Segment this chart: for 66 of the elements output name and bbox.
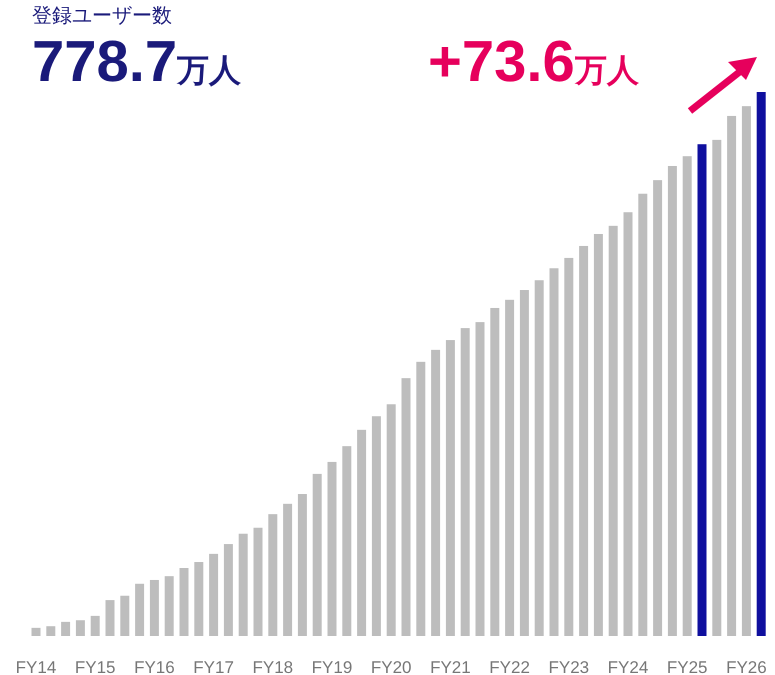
bar (756, 92, 766, 636)
bar (490, 308, 500, 636)
x-tick-label: FY15 (74, 658, 116, 675)
chart-title: 登録ユーザー数 (32, 5, 172, 27)
bar (180, 568, 188, 636)
bar (357, 430, 366, 636)
bar (564, 258, 574, 636)
bar (386, 404, 396, 636)
annotation: 778.7万人 (32, 29, 242, 94)
bar (106, 600, 114, 636)
bar (460, 328, 470, 636)
x-tick-label: FY23 (548, 658, 590, 675)
bar (416, 362, 426, 636)
bar (653, 180, 662, 636)
bar (194, 562, 204, 636)
bar (312, 474, 322, 636)
bar (328, 462, 336, 636)
bar (209, 554, 218, 636)
bar (120, 596, 130, 636)
bar (624, 212, 632, 636)
x-tick-label: FY26 (726, 658, 767, 675)
annotation: +73.6万人 (428, 29, 640, 94)
bar (254, 528, 262, 636)
bar (431, 350, 440, 636)
x-tick-label: FY25 (666, 658, 708, 675)
bar (727, 116, 736, 636)
x-tick-label: FY17 (193, 658, 234, 675)
bar (742, 106, 751, 636)
bar (283, 504, 292, 636)
bar (682, 156, 692, 636)
bar (668, 166, 677, 636)
x-tick-label: FY22 (489, 658, 530, 675)
x-tick-label: FY14 (16, 658, 56, 675)
bar (520, 290, 529, 636)
bar (46, 626, 56, 636)
x-tick-label: FY20 (370, 658, 412, 675)
bar (224, 544, 233, 636)
bar (534, 280, 544, 636)
bar (712, 140, 722, 636)
bar (268, 514, 278, 636)
bar (164, 576, 174, 636)
bar (238, 534, 248, 636)
x-tick-label: FY18 (252, 658, 294, 675)
bar (579, 246, 588, 636)
bar (342, 446, 352, 636)
bar (638, 194, 648, 636)
bar (550, 268, 558, 636)
bar (505, 300, 514, 636)
bar (61, 622, 70, 636)
bar (150, 580, 159, 636)
bar (298, 494, 307, 636)
bar (90, 616, 100, 636)
x-tick-label: FY16 (134, 658, 175, 675)
bar (476, 322, 484, 636)
bar (446, 340, 455, 636)
x-tick-label: FY19 (312, 658, 352, 675)
bar (608, 226, 618, 636)
bar (135, 584, 144, 636)
bar (372, 416, 381, 636)
x-tick-label: FY21 (430, 658, 471, 675)
bar (402, 378, 410, 636)
bar (698, 144, 706, 636)
x-tick-label: FY24 (608, 658, 648, 675)
bar (594, 234, 603, 636)
bar (32, 628, 40, 636)
bar (76, 620, 85, 636)
